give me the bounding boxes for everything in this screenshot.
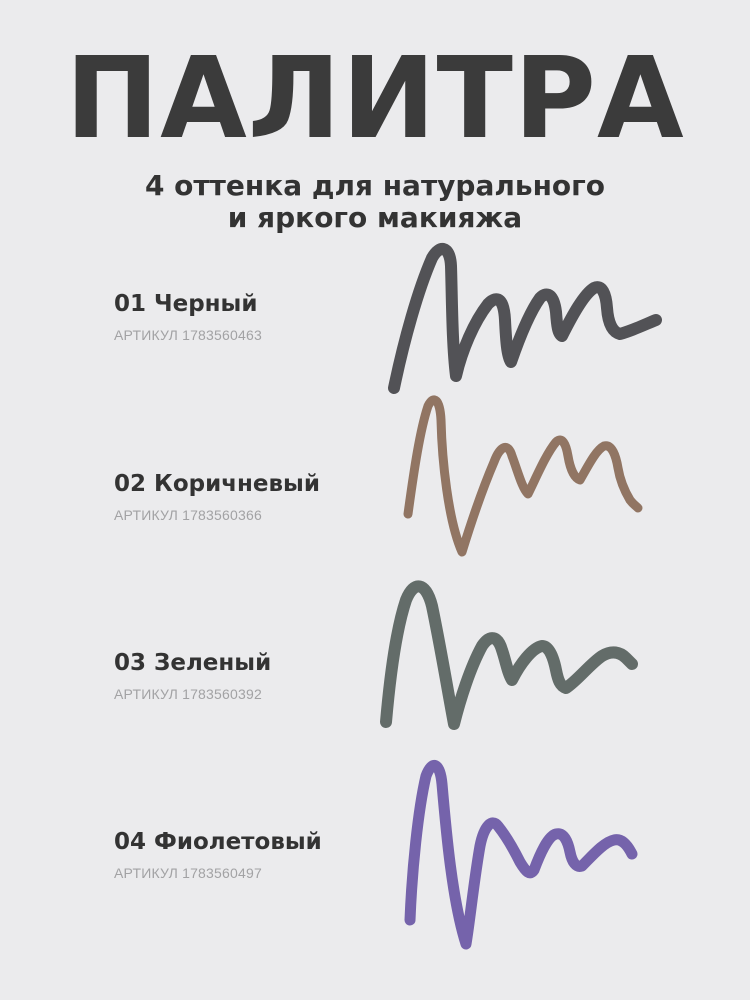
- page-title: ПАЛИТРА: [65, 34, 685, 164]
- subtitle-line-1: 4 оттенка для натурального: [144, 169, 606, 202]
- page-subtitle: 4 оттенка для натурального и яркого маки…: [0, 170, 750, 234]
- shade-name: 04 Фиолетовый: [114, 829, 322, 855]
- green-pencil-stroke: [380, 580, 638, 730]
- shade-sku: АРТИКУЛ 1783560366: [114, 507, 262, 523]
- brown-pencil-stroke: [403, 395, 643, 557]
- shade-item-violet: 04 Фиолетовый АРТИКУЛ 1783560497: [114, 828, 414, 882]
- black-pencil-stroke: [388, 243, 662, 394]
- shade-name: 01 Черный: [114, 291, 258, 317]
- shade-item-green: 03 Зеленый АРТИКУЛ 1783560392: [114, 649, 414, 703]
- shade-sku: АРТИКУЛ 1783560497: [114, 865, 262, 881]
- shade-name: 02 Коричневый: [114, 471, 320, 497]
- subtitle-line-2: и яркого макияжа: [227, 201, 523, 234]
- shade-item-brown: 02 Коричневый АРТИКУЛ 1783560366: [114, 470, 414, 524]
- shade-sku: АРТИКУЛ 1783560392: [114, 686, 262, 702]
- shade-name: 03 Зеленый: [114, 650, 272, 676]
- violet-pencil-stroke: [404, 760, 638, 950]
- shade-item-black: 01 Черный АРТИКУЛ 1783560463: [114, 290, 414, 344]
- shade-sku: АРТИКУЛ 1783560463: [114, 327, 262, 343]
